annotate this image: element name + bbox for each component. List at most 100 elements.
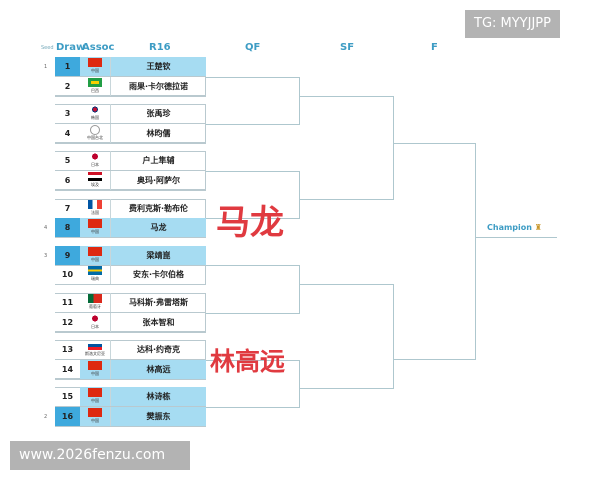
assoc-cell: 中国 (80, 245, 110, 265)
player-name: 达科·约奇克 (110, 340, 206, 360)
china-flag-icon (88, 246, 102, 256)
draw-number: 7 (64, 203, 71, 213)
champion-line (475, 237, 557, 238)
player-name: 安东·卡尔伯格 (110, 265, 206, 285)
player-row[interactable]: 15 中国 林诗栋 (55, 387, 206, 408)
bracket-line (299, 265, 300, 314)
bracket-line (299, 171, 300, 219)
player-row[interactable]: 6 埃及 奥玛·阿萨尔 (55, 170, 206, 191)
player-row[interactable]: 4 中国台北 林昀儒 (55, 123, 206, 144)
bracket-line (475, 143, 476, 360)
assoc-name: 中国 (91, 417, 99, 423)
slovenia-flag-icon (88, 341, 102, 351)
draw-number: 2 (64, 81, 71, 91)
draw-number: 4 (64, 128, 71, 138)
player-name: 樊振东 (110, 406, 206, 426)
bracket-line (206, 124, 299, 125)
player-row[interactable]: 13 斯洛文尼亚 达科·约奇克 (55, 340, 206, 361)
player-row[interactable]: 5 日本 户上隼辅 (55, 151, 206, 172)
sf-header: SF (340, 42, 355, 53)
assoc-name: 巴西 (91, 87, 99, 93)
assoc-cell: 葡萄牙 (80, 293, 110, 312)
assoc-name: 中国 (91, 398, 99, 404)
china-flag-icon (88, 407, 102, 417)
assoc-cell: 埃及 (80, 171, 110, 190)
china-flag-icon (88, 388, 102, 398)
draw-number: 11 (61, 298, 74, 307)
assoc-cell: 日本 (80, 151, 110, 170)
player-row[interactable]: 3 韩国 张禹珍 (55, 104, 206, 125)
assoc-cell: 韩国 (80, 104, 110, 123)
player-name: 林高远 (110, 359, 206, 379)
japan-flag-icon (88, 152, 102, 162)
player-name: 王楚钦 (110, 57, 206, 76)
seed-header: Seed (41, 45, 54, 51)
assoc-name: 中国台北 (87, 134, 103, 140)
player-row[interactable]: 10 瑞典 安东·卡尔伯格 (55, 265, 206, 286)
watermark-top: TG: MYYJJPP (465, 10, 560, 38)
assoc-name: 中国 (91, 256, 99, 262)
bracket-line (206, 313, 299, 314)
assoc-cell: 中国台北 (80, 124, 110, 143)
sweden-flag-icon (88, 266, 102, 276)
draw-number: 6 (64, 175, 71, 185)
player-row[interactable]: 2 巴西 雨果·卡尔德拉诺 (55, 76, 206, 97)
assoc-cell: 巴西 (80, 77, 110, 96)
china-flag-icon (88, 58, 102, 67)
champion-text: Champion (487, 223, 532, 232)
trophy-icon: ♜ (534, 223, 542, 232)
player-name: 户上隼辅 (110, 151, 206, 171)
bracket-line (393, 284, 394, 389)
draw-number: 10 (61, 270, 74, 280)
overlay-text-ma-long: 马龙 (216, 203, 284, 243)
player-row[interactable]: 16 中国 樊振东 (55, 406, 206, 427)
player-row[interactable]: 14 中国 林高远 (55, 359, 206, 380)
bracket-line (206, 218, 299, 219)
qf-header: QF (245, 42, 261, 53)
assoc-name: 埃及 (91, 181, 99, 187)
bracket-line (206, 77, 299, 78)
assoc-name: 中国 (91, 370, 99, 376)
player-row[interactable]: 12 日本 张本智和 (55, 312, 206, 333)
assoc-name: 瑞典 (91, 276, 99, 282)
assoc-cell: 中国 (80, 359, 110, 379)
japan-flag-icon (88, 313, 102, 323)
player-name: 马龙 (110, 218, 206, 238)
bracket-line (299, 96, 393, 97)
player-name: 张本智和 (110, 312, 206, 332)
f-header: F (431, 42, 438, 53)
draw-number: 15 (61, 392, 74, 402)
draw-header: Draw (56, 42, 86, 53)
player-name: 奥玛·阿萨尔 (110, 170, 206, 190)
player-row[interactable]: 9 中国 梁靖崑 (55, 245, 206, 266)
assoc-cell: 法国 (80, 199, 110, 218)
draw-number: 14 (61, 364, 74, 374)
overlay-text-lin-gaoyuan: 林高远 (210, 347, 286, 376)
assoc-header: Assoc (82, 42, 115, 53)
player-row[interactable]: 11 葡萄牙 马科斯·弗雷塔斯 (55, 293, 206, 313)
player-row[interactable]: 8 中国 马龙 (55, 218, 206, 239)
assoc-cell: 中国 (80, 57, 110, 76)
player-name: 林诗栋 (110, 387, 206, 407)
bracket-line (206, 265, 299, 266)
bracket-line (299, 388, 393, 389)
bracket-line (299, 360, 300, 408)
draw-number: 16 (55, 406, 80, 426)
assoc-cell: 斯洛文尼亚 (80, 340, 110, 359)
bracket-line (299, 199, 393, 200)
brazil-flag-icon (88, 77, 102, 87)
draw-number: 5 (64, 156, 71, 166)
assoc-name: 日本 (91, 323, 99, 329)
assoc-cell: 中国 (80, 387, 110, 407)
bracket-line (299, 77, 300, 125)
draw-number: 1 (55, 57, 80, 76)
korea-flag-icon (88, 105, 102, 115)
draw-number: 13 (61, 345, 74, 355)
tpe-flag-icon (90, 124, 100, 135)
player-row[interactable]: 7 法国 费利克斯·勒布伦 (55, 198, 206, 219)
assoc-name: 中国 (91, 229, 99, 235)
player-row[interactable]: 1 中国 王楚钦 (55, 57, 206, 77)
france-flag-icon (88, 199, 102, 209)
assoc-name: 中国 (91, 68, 99, 73)
bracket-line (393, 359, 475, 360)
